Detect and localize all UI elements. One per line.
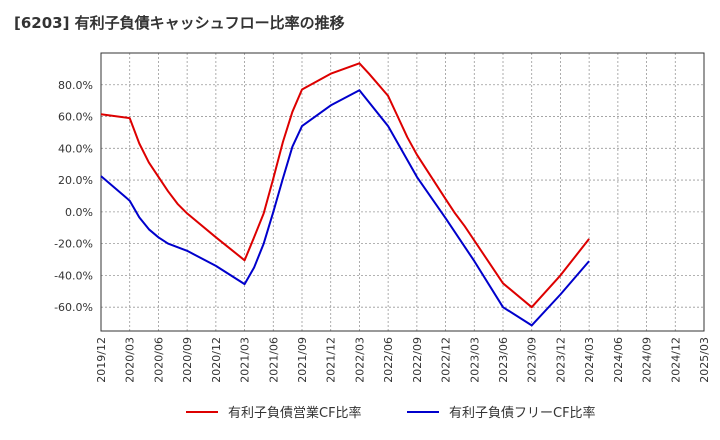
series-line-2	[100, 89, 590, 327]
x-tick-label: 2021/12	[325, 337, 338, 383]
x-tick-label: 2020/09	[181, 337, 194, 383]
x-tick-label: 2022/06	[382, 337, 395, 383]
x-tick-label: 2021/03	[239, 337, 252, 383]
legend-label-1: 有利子負債営業CF比率	[228, 405, 362, 421]
legend-label-2: 有利子負債フリーCF比率	[449, 405, 596, 421]
y-tick-label: 20.0%	[58, 174, 93, 187]
y-tick-label: 40.0%	[58, 142, 93, 155]
x-tick-label: 2021/09	[296, 337, 309, 383]
x-tick-label: 2024/06	[612, 337, 625, 383]
x-tick-label: 2023/06	[497, 337, 510, 383]
chart-title: [6203] 有利子負債キャッシュフロー比率の推移	[14, 14, 345, 32]
x-tick-label: 2020/03	[124, 337, 137, 383]
x-tick-label: 2025/03	[698, 337, 711, 383]
x-tick-label: 2023/09	[526, 337, 539, 383]
plot-area	[101, 53, 704, 331]
x-tick-label: 2024/09	[641, 337, 654, 383]
y-tick-label: 60.0%	[58, 111, 93, 124]
y-tick-label: -60.0%	[54, 301, 93, 314]
y-tick-label: -40.0%	[54, 269, 93, 282]
x-tick-label: 2022/12	[440, 337, 453, 383]
x-tick-label: 2022/03	[353, 337, 366, 383]
x-tick-label: 2020/12	[210, 337, 223, 383]
y-tick-label: 0.0%	[65, 206, 93, 219]
x-tick-label: 2023/03	[468, 337, 481, 383]
plot-border	[100, 52, 705, 332]
y-tick-label: 80.0%	[58, 79, 93, 92]
y-tick-label: -20.0%	[54, 238, 93, 251]
series-line-1	[100, 62, 590, 309]
x-tick-label: 2021/06	[267, 337, 280, 383]
x-tick-label: 2019/12	[95, 337, 108, 383]
x-tick-label: 2020/06	[152, 337, 165, 383]
x-tick-label: 2024/03	[583, 337, 596, 383]
x-tick-label: 2023/12	[554, 337, 567, 383]
x-tick-label: 2024/12	[669, 337, 682, 383]
x-tick-label: 2022/09	[411, 337, 424, 383]
